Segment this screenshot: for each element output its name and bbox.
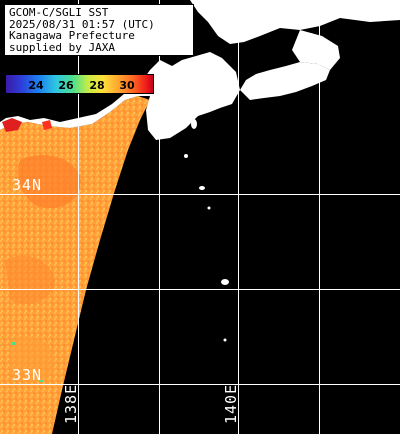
info-line-region: Kanagawa Prefecture <box>9 29 135 42</box>
color-scale-bar: 24 26 28 30 <box>5 74 154 94</box>
lat-label-34n: 34N <box>12 176 43 194</box>
lon-label-138e: 138E <box>62 383 80 424</box>
lat-label-33n: 33N <box>12 366 43 384</box>
sst-cool-speck <box>12 342 16 345</box>
sst-hot-spot <box>2 118 22 132</box>
scale-tick-30: 30 <box>119 79 135 92</box>
sst-warm-patch <box>5 255 55 304</box>
land-north <box>190 0 400 44</box>
info-box: GCOM-C/SGLI SST 2025/08/31 01:57 (UTC) K… <box>4 4 194 56</box>
scale-tick-26: 26 <box>58 79 74 92</box>
scale-tick-24: 24 <box>28 79 44 92</box>
scale-tick-28: 28 <box>89 79 105 92</box>
island <box>184 154 188 158</box>
island <box>199 186 205 190</box>
sst-cool-speck <box>40 380 43 382</box>
island <box>191 119 197 129</box>
land-boso <box>240 62 330 100</box>
info-line-product: GCOM-C/SGLI SST <box>9 6 109 19</box>
sst-warm-patch <box>10 336 55 383</box>
lon-label-140e: 140E <box>222 383 240 424</box>
island <box>221 279 229 285</box>
info-line-datetime: 2025/08/31 01:57 (UTC) <box>9 17 155 31</box>
island <box>207 206 211 210</box>
info-line-supplier: supplied by JAXA <box>9 40 115 54</box>
island <box>223 338 227 342</box>
land-izu <box>140 52 240 140</box>
land-sagami <box>292 30 340 70</box>
sst-hot-spot <box>42 120 52 130</box>
